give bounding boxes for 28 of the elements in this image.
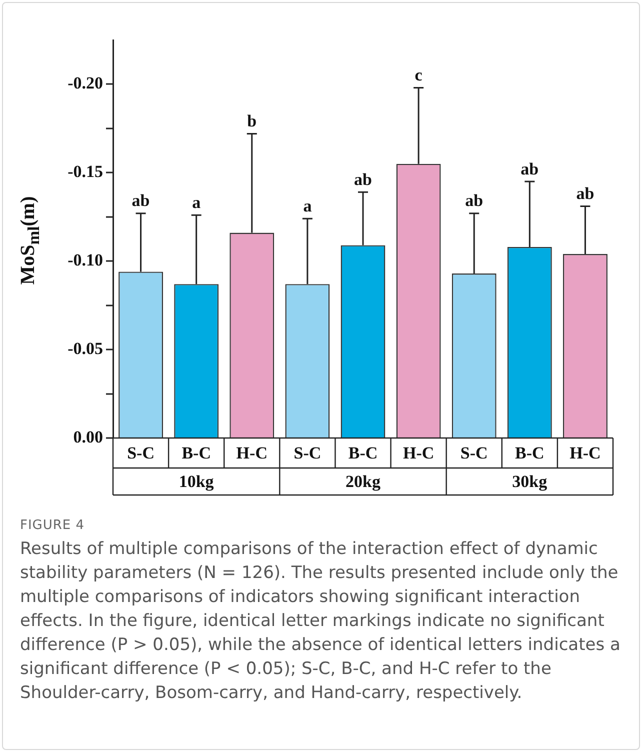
y-tick-label: -0.15 (68, 162, 103, 182)
annotation: ab (132, 191, 150, 210)
text: 30kg (512, 472, 548, 491)
y-tick-label: -0.10 (68, 250, 103, 270)
x-tick-label: B-C (182, 443, 211, 462)
y-tick-label: -0.20 (68, 74, 103, 93)
annotation: ab (354, 170, 372, 190)
x-tick-label: B-C (348, 443, 378, 462)
text: Results of multiple comparisons of the interaction effect of dynamic stability parameters (N = 126). The results presented include only the multiple comparisons of indicators showing significant interaction effects. In the figure, identical letter markings indicate no significant difference (P > 0.05), while the absence of identical letters indicates a significant difference (P < 0.05); S-C, B-C, and H-C refer to the Shoulder-carry, Bosom-carry, and Hand-carry, respectively. (20, 538, 622, 705)
y-tick-label: -0.05 (68, 338, 103, 358)
annotation: a (192, 193, 202, 212)
x-tick-label: S-C (127, 443, 154, 462)
annotation: c (414, 66, 423, 85)
annotation: b (247, 112, 257, 131)
text: 20kg (346, 472, 381, 491)
x-tick-label: H-C (236, 443, 268, 462)
text: FIGURE 4 (20, 518, 86, 533)
x-tick-label: B-C (515, 443, 544, 462)
annotation: ab (465, 191, 484, 210)
y-tick-label: 0.00 (73, 427, 103, 446)
x-tick-label: S-C (460, 443, 488, 462)
x-tick-label: S-C (294, 443, 322, 462)
annotation: ab (576, 184, 594, 204)
text: 10kg (178, 472, 214, 491)
annotation: a (303, 196, 312, 216)
x-tick-label: H-C (570, 443, 601, 462)
x-tick-label: H-C (402, 443, 434, 462)
annotation: ab (520, 159, 539, 178)
